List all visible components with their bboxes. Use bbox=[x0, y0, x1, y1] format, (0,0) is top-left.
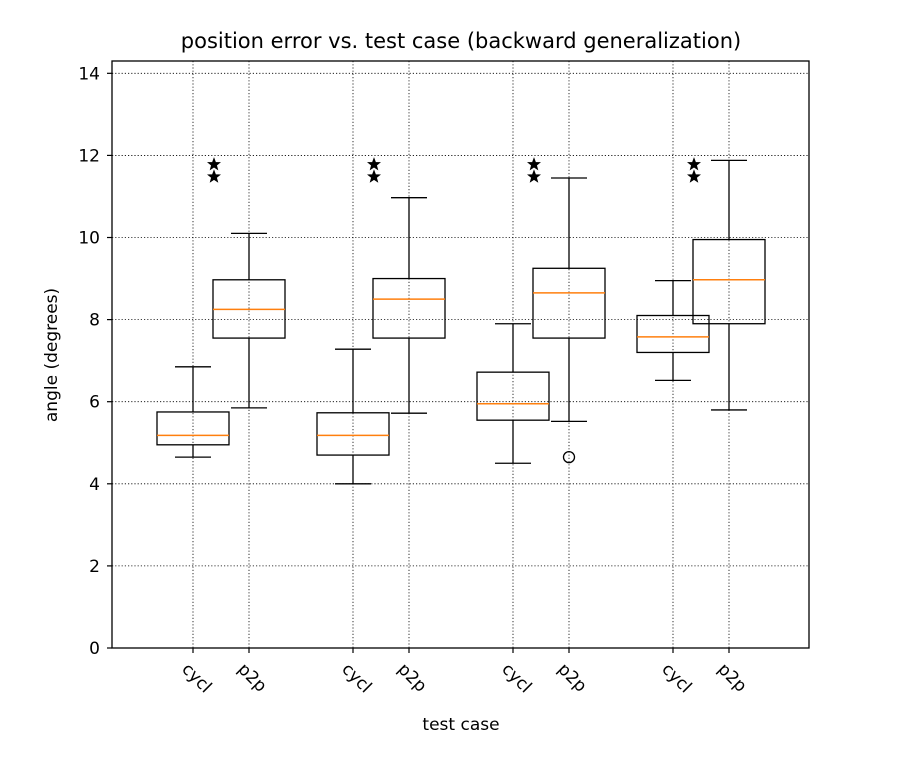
box-iqr bbox=[372, 277, 446, 339]
x-category-label: p2p bbox=[553, 659, 590, 696]
plot-frame bbox=[111, 60, 810, 649]
y-tick-label: 0 bbox=[89, 639, 100, 659]
significance-star-marker bbox=[687, 157, 701, 171]
x-category-label: cycl bbox=[497, 659, 535, 697]
chart-title: position error vs. test case (backward g… bbox=[181, 29, 741, 53]
x-axis-title: test case bbox=[422, 715, 499, 735]
x-category-label: p2p bbox=[233, 659, 270, 696]
x-category-label: p2p bbox=[393, 659, 430, 696]
box-iqr bbox=[532, 267, 606, 339]
box-group bbox=[692, 159, 766, 411]
box-iqr bbox=[476, 371, 550, 421]
box-group bbox=[212, 232, 286, 409]
box-iqr bbox=[692, 238, 766, 325]
box-group bbox=[156, 366, 230, 458]
box-group bbox=[316, 348, 390, 485]
box-group bbox=[372, 197, 446, 414]
x-category-label: cycl bbox=[657, 659, 695, 697]
significance-star-marker bbox=[527, 157, 541, 171]
outlier-point bbox=[562, 450, 576, 464]
x-category-label: cycl bbox=[177, 659, 215, 697]
y-tick-label: 12 bbox=[78, 146, 100, 166]
significance-star-marker bbox=[207, 157, 221, 171]
box-group bbox=[636, 279, 710, 382]
y-tick-label: 14 bbox=[78, 64, 100, 84]
x-category-label: p2p bbox=[713, 659, 750, 696]
x-category-label: cycl bbox=[337, 659, 375, 697]
y-tick-label: 10 bbox=[78, 229, 100, 249]
axis-layer: 0 2 4 6 8 10 12 14 cycl p2p cycl p2p cycl p2p cycl p2p bbox=[78, 64, 750, 697]
significance-star-marker bbox=[527, 169, 541, 183]
box-iqr bbox=[636, 314, 710, 354]
y-tick-label: 8 bbox=[89, 311, 100, 331]
significance-star-marker bbox=[687, 169, 701, 183]
box-iqr bbox=[156, 411, 230, 446]
y-tick-label: 4 bbox=[89, 475, 100, 495]
significance-star-marker bbox=[367, 169, 381, 183]
y-tick-label: 6 bbox=[89, 393, 100, 413]
box-group bbox=[532, 177, 606, 464]
significance-star-marker bbox=[367, 157, 381, 171]
box-iqr bbox=[316, 412, 390, 456]
y-axis-title: angle (degrees) bbox=[42, 288, 62, 422]
marks-layer bbox=[156, 157, 766, 485]
grid-layer bbox=[112, 61, 809, 649]
box-group bbox=[476, 323, 550, 464]
y-tick-label: 2 bbox=[89, 557, 100, 577]
significance-star-marker bbox=[207, 169, 221, 183]
